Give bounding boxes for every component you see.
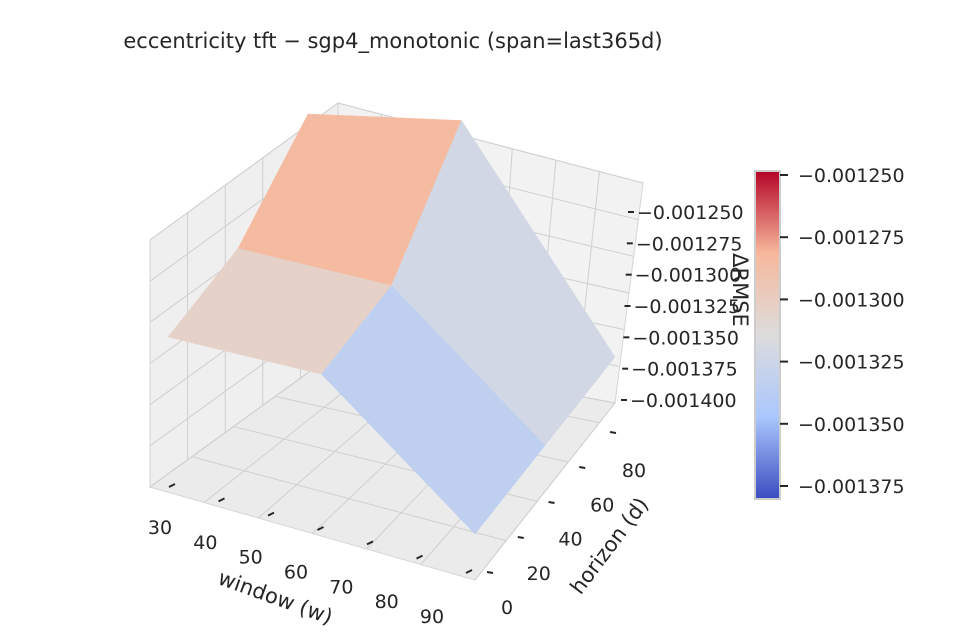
z-axis-label: ΔRMSE (728, 253, 752, 327)
colorbar-tick-label: −0.001375 (798, 476, 905, 498)
x-tick-label: 50 (239, 547, 263, 569)
y-tick-mark (579, 466, 586, 469)
x-tick-mark (218, 497, 225, 503)
x-tick-label: 80 (375, 591, 399, 613)
y-tick-mark (517, 536, 524, 539)
x-tick-mark (168, 483, 176, 488)
surface-patch (321, 285, 546, 535)
colorbar-tick-label: −0.001325 (798, 352, 905, 374)
grid-line (474, 402, 616, 581)
y-tick-mark (548, 501, 555, 504)
x-tick-mark (465, 569, 473, 574)
x-tick-label: 60 (284, 562, 308, 584)
x-tick-mark (317, 526, 324, 531)
x-tick-label: 40 (193, 532, 217, 554)
y-tick-label: 20 (527, 563, 551, 585)
grid-line (149, 350, 339, 488)
z-axis: −0.001250 −0.001275 −0.001300 −0.001325 −0.0… (621, 202, 744, 412)
x-axis-label: window (w) (215, 566, 336, 630)
y-tick-mark (609, 431, 617, 434)
z-tick-label: −0.001350 (632, 327, 739, 349)
grid-line (191, 456, 507, 542)
z-tick-label: −0.001325 (634, 296, 741, 318)
x-tick-mark (267, 511, 275, 517)
colorbar: −0.001250 −0.001275 −0.001300 −0.001325 −0.0… (754, 165, 905, 500)
colorbar-tick-label: −0.001250 (798, 165, 905, 187)
x-tick-label: 30 (148, 517, 172, 539)
y-tick-label: 60 (590, 494, 614, 516)
x-tick-mark (366, 540, 374, 546)
z-tick-label: −0.001275 (636, 233, 743, 255)
colorbar-tick-label: −0.001350 (798, 414, 905, 436)
y-tick-label: 80 (622, 460, 646, 482)
chart-title: eccentricity tft − sgp4_monotonic (span=… (123, 29, 662, 54)
x-axis: 30 40 50 60 70 80 90 (148, 483, 473, 628)
colorbar-tick-label: −0.001300 (798, 289, 905, 311)
surface (167, 113, 616, 535)
x-tick-label: 90 (420, 606, 444, 628)
colorbar-tick-label: −0.001275 (798, 227, 905, 249)
x-tick-mark (416, 554, 423, 560)
z-tick-label: −0.001250 (637, 202, 744, 224)
z-tick-label: −0.001300 (635, 265, 742, 287)
colorbar-gradient (754, 170, 781, 500)
grid-line (149, 102, 644, 241)
y-axis: 0 20 40 60 80 (486, 431, 646, 619)
x-tick-label: 70 (329, 576, 353, 598)
z-tick-label: −0.001375 (631, 359, 738, 381)
y-tick-mark (486, 571, 494, 574)
y-tick-label: 0 (501, 597, 513, 619)
y-tick-label: 40 (558, 529, 582, 551)
z-tick-label: −0.001400 (630, 390, 737, 412)
